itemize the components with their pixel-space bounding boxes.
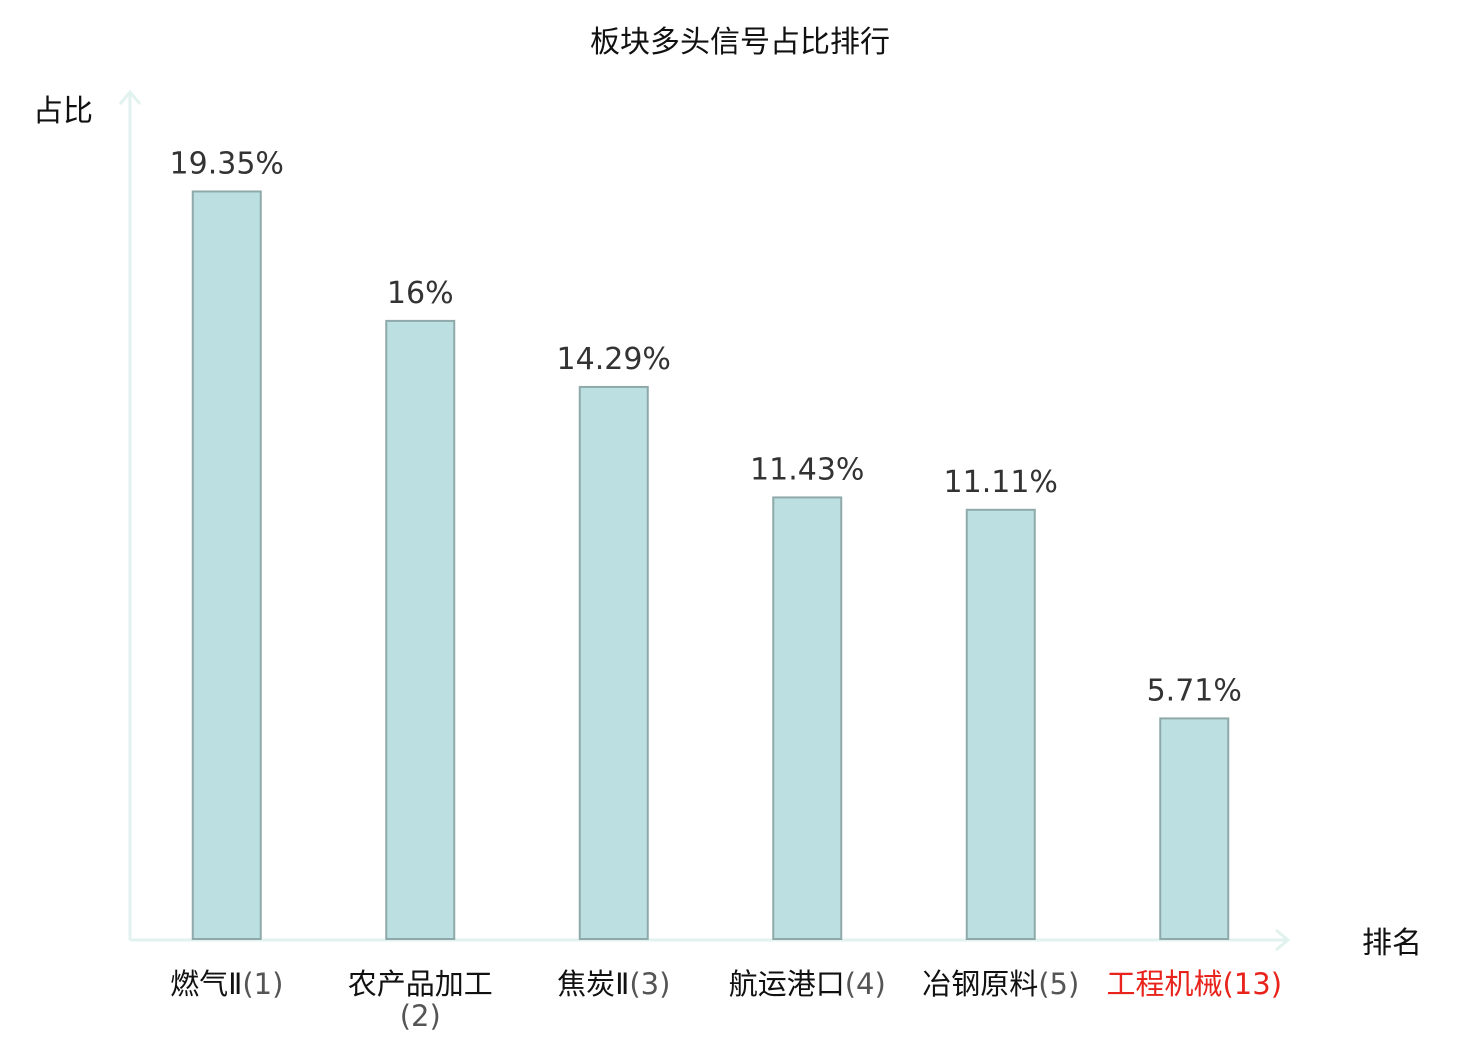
bar — [1159, 717, 1230, 940]
data-label: 11.11% — [944, 465, 1058, 500]
category-labels-group: 燃气Ⅱ(1) 农产品加工(2) 焦炭Ⅱ(3) 航运港口(4) 冶钢原料(5) 工程机械(1… — [170, 967, 1282, 1033]
data-label: 16% — [387, 276, 454, 311]
chart-title: 板块多头信号占比排行 — [590, 25, 890, 60]
bar — [965, 508, 1036, 940]
x-tick-label: 焦炭Ⅱ(3) — [557, 967, 670, 1001]
bar — [385, 319, 456, 940]
bar — [772, 496, 843, 940]
x-tick-label: 农产品加工(2) — [348, 967, 493, 1033]
x-tick-label: 冶钢原料(5) — [922, 967, 1079, 1001]
x-axis-label: 排名 — [1362, 926, 1422, 961]
bar — [191, 190, 262, 940]
x-axis-arrow — [1275, 928, 1291, 952]
x-tick-label: 航运港口(4) — [729, 967, 886, 1001]
value-labels-group: 19.35% 16% 14.29% 11.43% 11.11% 5.71% — [170, 146, 1242, 708]
x-tick-label: 工程机械(13) — [1106, 967, 1282, 1001]
data-label: 11.43% — [750, 452, 864, 487]
y-axis-label: 占比 — [33, 94, 93, 129]
y-axis-arrow — [118, 89, 142, 105]
bar — [578, 385, 649, 940]
data-label: 14.29% — [557, 342, 671, 377]
data-label: 19.35% — [170, 146, 284, 181]
bars-group — [191, 190, 1230, 940]
x-tick-label: 燃气Ⅱ(1) — [170, 967, 283, 1001]
data-label: 5.71% — [1147, 673, 1242, 708]
